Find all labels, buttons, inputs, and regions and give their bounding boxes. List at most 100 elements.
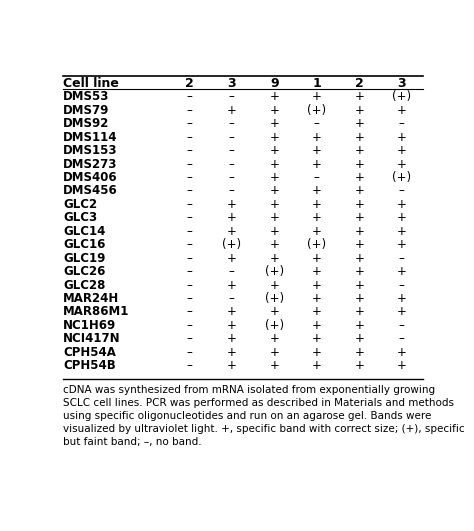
Text: –: –	[186, 292, 192, 305]
Text: +: +	[227, 225, 237, 238]
Text: +: +	[269, 117, 279, 130]
Text: GLC2: GLC2	[63, 198, 97, 211]
Text: +: +	[227, 359, 237, 372]
Text: +: +	[269, 346, 279, 359]
Text: DMS114: DMS114	[63, 131, 118, 144]
Text: 2: 2	[355, 77, 364, 90]
Text: +: +	[354, 144, 364, 157]
Text: GLC19: GLC19	[63, 252, 105, 264]
Text: –: –	[186, 225, 192, 238]
Text: +: +	[269, 144, 279, 157]
Text: +: +	[312, 211, 322, 225]
Text: –: –	[186, 319, 192, 332]
Text: +: +	[312, 90, 322, 104]
Text: +: +	[354, 346, 364, 359]
Text: –: –	[186, 265, 192, 278]
Text: +: +	[397, 131, 407, 144]
Text: –: –	[186, 305, 192, 319]
Text: CPH54A: CPH54A	[63, 346, 116, 359]
Text: +: +	[397, 144, 407, 157]
Text: –: –	[229, 117, 235, 130]
Text: +: +	[354, 292, 364, 305]
Text: MAR24H: MAR24H	[63, 292, 119, 305]
Text: +: +	[312, 292, 322, 305]
Text: (+): (+)	[307, 238, 326, 251]
Text: +: +	[227, 279, 237, 292]
Text: +: +	[269, 90, 279, 104]
Text: –: –	[229, 292, 235, 305]
Text: +: +	[269, 332, 279, 345]
Text: –: –	[229, 265, 235, 278]
Text: +: +	[354, 319, 364, 332]
Text: (+): (+)	[264, 265, 284, 278]
Text: +: +	[354, 211, 364, 225]
Text: +: +	[269, 305, 279, 319]
Text: +: +	[354, 117, 364, 130]
Text: (+): (+)	[264, 292, 284, 305]
Text: +: +	[269, 359, 279, 372]
Text: +: +	[312, 279, 322, 292]
Text: +: +	[269, 211, 279, 225]
Text: +: +	[312, 131, 322, 144]
Text: MAR86M1: MAR86M1	[63, 305, 129, 319]
Text: DMS79: DMS79	[63, 104, 109, 117]
Text: –: –	[229, 171, 235, 184]
Text: +: +	[397, 305, 407, 319]
Text: NCI417N: NCI417N	[63, 332, 120, 345]
Text: +: +	[397, 198, 407, 211]
Text: DMS153: DMS153	[63, 144, 118, 157]
Text: +: +	[312, 225, 322, 238]
Text: +: +	[397, 346, 407, 359]
Text: +: +	[354, 238, 364, 251]
Text: +: +	[269, 238, 279, 251]
Text: +: +	[397, 292, 407, 305]
Text: DMS456: DMS456	[63, 184, 118, 198]
Text: +: +	[397, 265, 407, 278]
Text: (+): (+)	[307, 104, 326, 117]
Text: +: +	[312, 184, 322, 198]
Text: –: –	[229, 158, 235, 170]
Text: +: +	[354, 131, 364, 144]
Text: DMS53: DMS53	[63, 90, 109, 104]
Text: +: +	[312, 252, 322, 264]
Text: –: –	[399, 252, 405, 264]
Text: –: –	[186, 171, 192, 184]
Text: –: –	[229, 184, 235, 198]
Text: DMS273: DMS273	[63, 158, 117, 170]
Text: –: –	[399, 319, 405, 332]
Text: 3: 3	[397, 77, 406, 90]
Text: +: +	[227, 346, 237, 359]
Text: CPH54B: CPH54B	[63, 359, 116, 372]
Text: +: +	[269, 171, 279, 184]
Text: +: +	[312, 332, 322, 345]
Text: –: –	[186, 184, 192, 198]
Text: –: –	[399, 332, 405, 345]
Text: –: –	[229, 90, 235, 104]
Text: +: +	[269, 252, 279, 264]
Text: –: –	[229, 144, 235, 157]
Text: (+): (+)	[392, 171, 411, 184]
Text: +: +	[269, 104, 279, 117]
Text: +: +	[227, 305, 237, 319]
Text: 1: 1	[312, 77, 321, 90]
Text: +: +	[312, 319, 322, 332]
Text: +: +	[397, 238, 407, 251]
Text: +: +	[397, 158, 407, 170]
Text: GLC26: GLC26	[63, 265, 105, 278]
Text: NC1H69: NC1H69	[63, 319, 116, 332]
Text: +: +	[354, 305, 364, 319]
Text: 3: 3	[228, 77, 236, 90]
Text: +: +	[354, 265, 364, 278]
Text: DMS92: DMS92	[63, 117, 109, 130]
Text: +: +	[269, 198, 279, 211]
Text: +: +	[354, 332, 364, 345]
Text: +: +	[269, 131, 279, 144]
Text: +: +	[269, 279, 279, 292]
Text: –: –	[314, 171, 319, 184]
Text: +: +	[312, 158, 322, 170]
Text: +: +	[312, 359, 322, 372]
Text: –: –	[186, 90, 192, 104]
Text: +: +	[354, 184, 364, 198]
Text: GLC14: GLC14	[63, 225, 105, 238]
Text: (+): (+)	[222, 238, 241, 251]
